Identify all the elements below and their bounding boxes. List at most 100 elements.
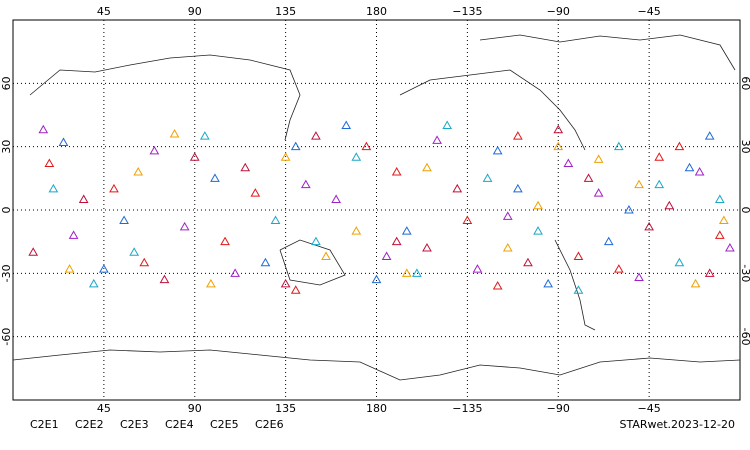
triangle-marker: [109, 183, 119, 193]
coastline: [12, 349, 741, 381]
triangle-marker: [139, 257, 150, 267]
legend-label: C2E1: [30, 418, 59, 431]
triangle-marker: [512, 131, 523, 140]
triangle-marker: [179, 221, 190, 231]
triangle-marker: [260, 257, 271, 267]
coastline: [279, 239, 346, 286]
triangle-marker: [412, 268, 422, 277]
triangle-marker: [583, 173, 594, 182]
triangle-marker: [432, 135, 442, 144]
triangle-marker: [206, 278, 216, 288]
triangle-marker: [99, 264, 109, 273]
coastline: [399, 69, 586, 151]
triangle-marker: [159, 274, 170, 284]
triangle-marker: [482, 173, 493, 182]
triangle-marker: [603, 236, 614, 246]
triangle-marker: [634, 272, 644, 282]
triangle-marker: [684, 162, 695, 172]
triangle-marker: [129, 247, 140, 256]
x-tick-label-top: 180: [366, 5, 387, 18]
triangle-marker: [149, 145, 160, 155]
triangle-marker: [321, 251, 331, 260]
triangle-marker: [371, 274, 382, 284]
triangle-marker: [674, 257, 685, 267]
triangle-marker: [381, 251, 392, 260]
x-tick-label-bottom: −45: [638, 402, 661, 415]
triangle-marker: [311, 131, 321, 140]
y-tick-label-left: 0: [0, 207, 13, 214]
triangle-marker: [290, 141, 301, 151]
coastline: [479, 34, 736, 71]
triangle-marker: [533, 200, 543, 210]
triangle-marker: [230, 268, 241, 277]
triangle-marker: [553, 124, 564, 134]
x-tick-label-top: 135: [275, 5, 296, 18]
triangle-marker: [492, 280, 503, 290]
triangle-marker: [714, 230, 725, 239]
coastline: [554, 239, 596, 331]
y-tick-label-left: -60: [0, 328, 13, 346]
triangle-marker: [613, 264, 624, 273]
triangle-marker: [422, 162, 432, 172]
triangle-marker: [492, 145, 503, 155]
triangle-marker: [300, 179, 311, 189]
x-tick-label-bottom: 180: [366, 402, 387, 415]
coastlines: [12, 34, 741, 381]
triangle-marker: [674, 141, 685, 151]
triangle-marker: [704, 131, 715, 140]
triangle-marker: [199, 131, 210, 140]
triangle-marker: [422, 242, 432, 252]
triangle-marker: [502, 211, 513, 220]
triangle-marker: [169, 128, 180, 138]
triangle-marker: [88, 278, 99, 288]
triangle-marker: [634, 179, 644, 189]
triangle-marker: [644, 221, 654, 231]
triangle-marker: [391, 236, 402, 246]
triangle-marker: [220, 236, 230, 246]
x-tick-label-bottom: 135: [275, 402, 296, 415]
triangle-marker: [452, 183, 463, 193]
triangle-marker: [38, 124, 49, 134]
triangle-marker: [133, 166, 144, 176]
triangle-marker: [593, 188, 604, 197]
coastline: [29, 54, 301, 141]
triangle-marker: [189, 152, 200, 161]
triangle-marker: [472, 264, 483, 273]
triangle-marker: [553, 141, 564, 151]
triangle-marker: [613, 141, 624, 151]
triangle-marker: [44, 158, 55, 168]
y-tick-label-right: 30: [739, 140, 750, 154]
triangle-marker: [270, 215, 281, 225]
legend-label: C2E4: [165, 418, 194, 431]
x-tick-label-top: −135: [452, 5, 482, 18]
triangle-marker: [361, 141, 372, 151]
triangle-marker: [401, 226, 412, 235]
y-tick-label-left: 30: [0, 140, 13, 154]
triangle-marker: [462, 215, 473, 225]
triangle-marker: [78, 194, 89, 203]
y-tick-label-right: -30: [739, 264, 750, 282]
triangle-marker: [311, 236, 321, 246]
y-tick-label-right: 60: [739, 76, 750, 90]
x-tick-label-bottom: −135: [452, 402, 482, 415]
triangle-marker: [563, 158, 574, 168]
legend-label: C2E2: [75, 418, 104, 431]
triangle-marker: [694, 166, 705, 176]
triangle-marker: [664, 200, 675, 210]
legend-label: C2E6: [255, 418, 284, 431]
triangle-marker: [654, 152, 665, 161]
triangle-marker: [725, 242, 735, 252]
triangle-marker: [624, 204, 634, 214]
triangle-marker: [718, 215, 729, 225]
triangle-marker: [690, 278, 701, 288]
triangle-marker: [502, 242, 513, 252]
triangle-marker: [714, 194, 725, 203]
triangle-marker: [512, 183, 523, 193]
triangle-marker: [280, 152, 291, 161]
triangle-marker: [533, 226, 543, 235]
triangle-marker: [119, 215, 129, 225]
triangle-marker: [64, 264, 75, 273]
triangle-marker: [28, 247, 39, 256]
triangle-marker: [351, 226, 362, 235]
